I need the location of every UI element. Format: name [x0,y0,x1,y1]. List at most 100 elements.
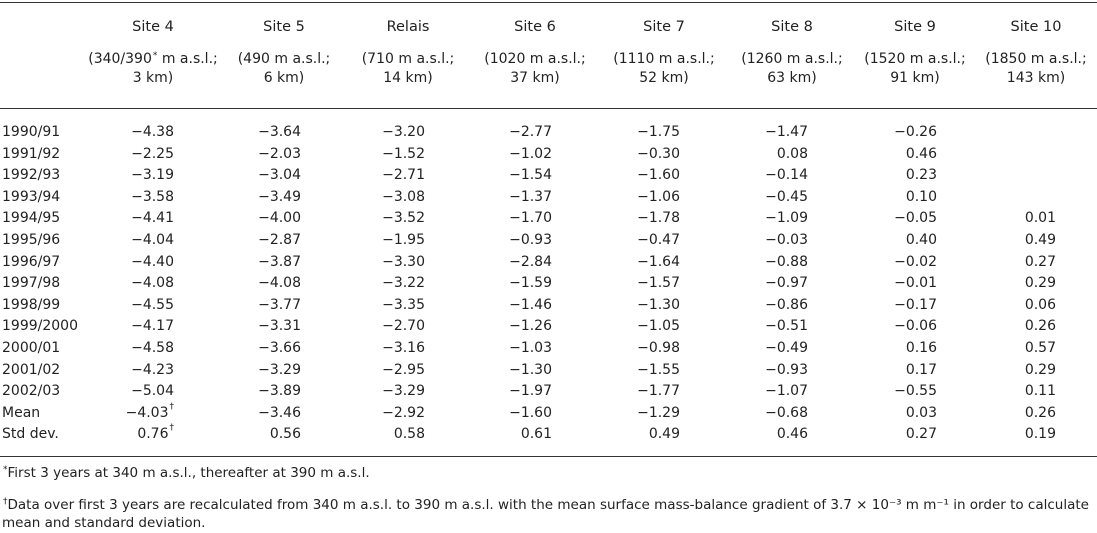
column-subheader: (490 m a.s.l.; [237,51,331,67]
table-cell: −1.03 [509,340,552,356]
table-cell: 0.29 [1024,361,1056,378]
table-cell: −4.03† [125,401,174,421]
column-header: Site 5 [263,19,305,35]
row-label: 1994/95 [2,210,61,227]
table-cell: −1.64 [637,253,680,270]
table-cell: −1.59 [509,275,552,292]
column-subheader-distance: 63 km) [767,70,817,86]
table-cell: 0.40 [905,232,937,248]
table-cell: −3.04 [258,167,301,184]
table-cell: 0.19 [1024,426,1056,443]
table-cell: −0.68 [765,404,808,421]
table-cell: −4.04 [131,232,174,248]
table-cell: −3.30 [382,253,425,270]
table-cell: −3.58 [131,188,174,205]
table-cell: 0.11 [1024,383,1056,400]
table-cell: −4.08 [258,275,301,292]
column-subheader: (1110 m a.s.l.; [613,51,715,67]
table-cell: −4.38 [131,124,174,140]
table-cell: −3.31 [258,318,301,335]
table-cell: 0.16 [905,340,937,356]
table-cell: 0.03 [905,404,937,421]
table-cell: −1.77 [637,383,680,400]
table-bottom-rule [0,456,1097,457]
header-bottom-rule [0,108,1097,109]
table-cell: −5.04 [131,383,174,400]
table-cell: −2.71 [382,167,425,184]
table-cell: −1.75 [637,124,680,140]
column-subheader-distance: 6 km) [263,70,305,86]
table-cell: −0.02 [894,253,937,270]
table-cell: −1.29 [637,404,680,421]
table-cell: −3.49 [258,188,301,205]
table-cell: −1.02 [509,145,552,162]
row-label: 2000/01 [2,340,61,356]
row-label: 1993/94 [2,188,61,205]
table-cell: −3.29 [382,383,425,400]
table-cell: −0.98 [637,340,680,356]
table-cell: 0.17 [905,361,937,378]
column-header: Relais [386,19,430,35]
column-header: Site 4 [132,19,174,35]
table-cell: −4.55 [131,296,174,313]
table-cell: −1.26 [509,318,552,335]
table-cell: 0.06 [1024,296,1056,313]
table-cell: −1.30 [637,296,680,313]
table-cell: −3.16 [382,340,425,356]
table-cell: −4.58 [131,340,174,356]
table-cell: −0.06 [894,318,937,335]
footnote-dagger: †Data over first 3 years are recalculate… [3,497,1089,513]
table-cell: −1.30 [509,361,552,378]
table-cell: −1.70 [509,210,552,227]
column-subheader: (1260 m a.s.l.; [741,51,843,67]
table-cell: 0.26 [1024,318,1056,335]
table-cell: −0.93 [765,361,808,378]
row-label: 2001/02 [2,361,61,378]
column-subheader: (1020 m a.s.l.; [484,51,586,67]
table-cell: −2.70 [382,318,425,335]
column-header: Site 6 [514,19,556,35]
row-label: 1990/91 [2,124,61,140]
table-cell: 0.58 [393,426,425,443]
row-label: 1991/92 [2,145,61,162]
table-cell: −3.46 [258,404,301,421]
table-cell: −3.89 [258,383,301,400]
table-cell: −4.41 [131,210,174,227]
table-cell: −3.66 [258,340,301,356]
table-cell: 0.56 [269,426,301,443]
table-cell: 0.01 [1024,210,1056,227]
table-cell: −1.52 [382,145,425,162]
table-cell: −0.51 [765,318,808,335]
column-subheader-distance: 91 km) [890,70,940,86]
header-top-rule [0,2,1097,3]
table-cell: −4.23 [131,361,174,378]
table-cell: −3.20 [382,124,425,140]
table-cell: −3.35 [382,296,425,313]
column-subheader: (340/390* m a.s.l.; [88,51,218,67]
table-cell: −2.95 [382,361,425,378]
table-cell: −0.14 [765,167,808,184]
table-cell: 0.27 [905,426,937,443]
column-header: Site 8 [771,19,813,35]
footnote-dagger-continued: mean and standard deviation. [2,515,206,531]
column-subheader: (1850 m a.s.l.; [985,51,1087,67]
table-cell: −0.03 [765,232,808,248]
row-label: 1992/93 [2,167,61,184]
table-cell: −0.17 [894,296,937,313]
table-cell: −1.06 [637,188,680,205]
table-cell: −1.54 [509,167,552,184]
table-cell: −2.92 [382,404,425,421]
table-cell: −2.87 [258,232,301,248]
column-subheader-distance: 37 km) [510,70,560,86]
table-cell: 0.46 [905,145,937,162]
table-cell: −1.05 [637,318,680,335]
table-cell: 0.76† [137,423,174,443]
table-cell: −0.26 [894,124,937,140]
table-cell: −0.55 [894,383,937,400]
table-cell: −3.52 [382,210,425,227]
table-cell: −0.86 [765,296,808,313]
table-cell: 0.46 [776,426,808,443]
table-cell: −1.47 [765,124,808,140]
table-cell: −1.97 [509,383,552,400]
table-cell: 0.49 [1024,232,1056,248]
